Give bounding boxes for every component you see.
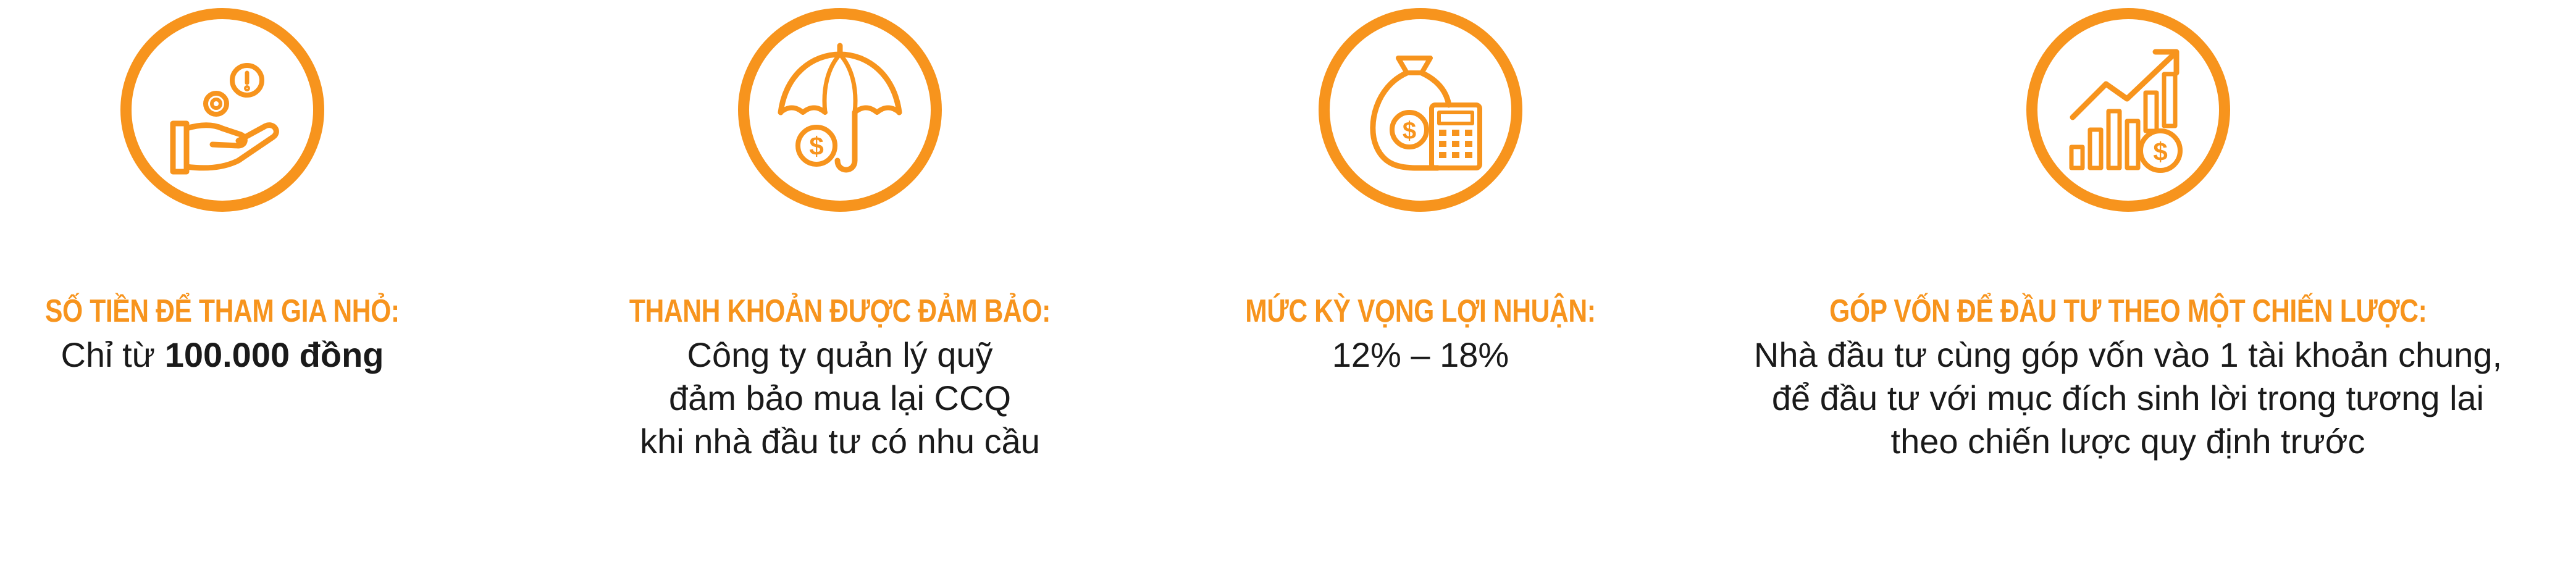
- feature-title: SỐ TIỀN ĐỂ THAM GIA NHỎ:: [45, 293, 400, 329]
- feature-description: Chỉ từ 100.000 đồng: [61, 333, 384, 377]
- description-line: khi nhà đầu tư có nhu cầu: [640, 422, 1040, 461]
- umbrella-dollar-icon: $: [736, 6, 944, 214]
- feature-title: THANH KHOẢN ĐƯỢC ĐẢM BẢO:: [629, 293, 1051, 329]
- description-prefix: Chỉ từ: [61, 335, 165, 374]
- description-line: đảm bảo mua lại CCQ: [668, 379, 1011, 417]
- feature-capital-strategy: $ GÓP VỐN ĐỂ ĐẦU TƯ THEO MỘT CHIẾN LƯỢC:…: [1680, 0, 2576, 463]
- description-amount: 100.000 đồng: [164, 335, 384, 374]
- svg-text:$: $: [1403, 117, 1416, 144]
- growth-chart-dollar-icon: $: [2024, 6, 2232, 214]
- description-line: Nhà đầu tư cùng góp vốn vào 1 tài khoản …: [1753, 335, 2503, 374]
- description-line: 12% – 18%: [1332, 335, 1509, 374]
- svg-text:$: $: [809, 132, 823, 161]
- feature-description: Công ty quản lý quỹ đảm bảo mua lại CCQ …: [640, 333, 1040, 463]
- feature-title: MỨC KỲ VỌNG LỢI NHUẬN:: [1245, 293, 1596, 329]
- svg-text:$: $: [2153, 137, 2167, 166]
- feature-description: 12% – 18%: [1332, 333, 1509, 377]
- description-line: Công ty quản lý quỹ: [687, 335, 993, 374]
- feature-title: GÓP VỐN ĐỂ ĐẦU TƯ THEO MỘT CHIẾN LƯỢC:: [1829, 293, 2427, 329]
- hand-coins-icon: [119, 6, 326, 214]
- feature-liquidity: $ THANH KHOẢN ĐƯỢC ĐẢM BẢO: Công ty quản…: [506, 0, 1173, 463]
- money-bag-calculator-icon: $: [1317, 6, 1524, 214]
- feature-description: Nhà đầu tư cùng góp vốn vào 1 tài khoản …: [1754, 333, 2502, 463]
- feature-expected-return: $ MỨC KỲ VỌNG LỢI NHUẬN: 12% – 18%: [1173, 0, 1668, 377]
- description-line: theo chiến lược quy định trước: [1890, 422, 2365, 461]
- description-line: để đầu tư với mục đích sinh lời trong tư…: [1771, 379, 2485, 417]
- feature-small-investment: SỐ TIỀN ĐỂ THAM GIA NHỎ: Chỉ từ 100.000 …: [0, 0, 445, 377]
